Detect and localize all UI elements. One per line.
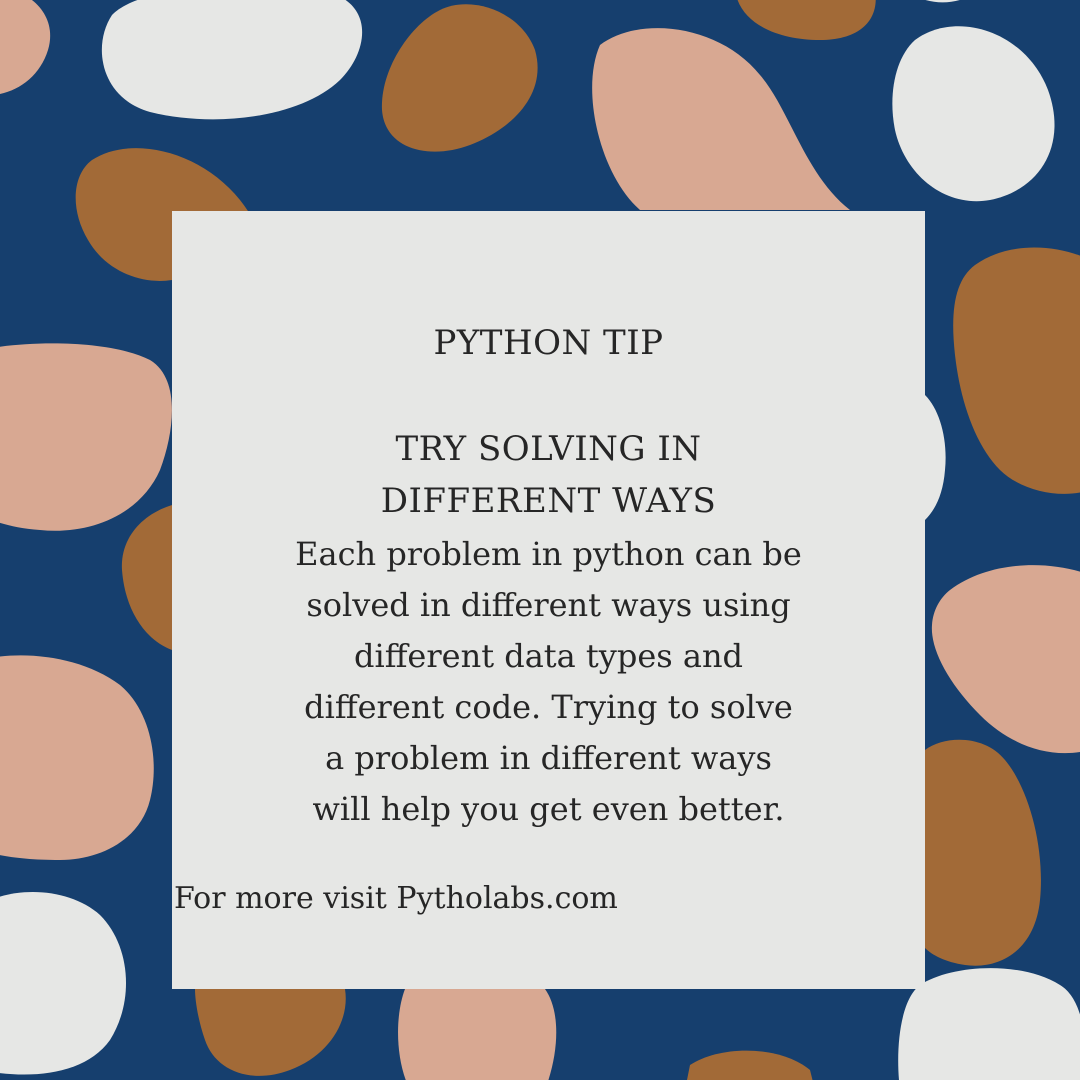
pebble-pink — [592, 28, 850, 210]
pebble-brown — [195, 989, 346, 1076]
pebble-brown — [381, 4, 538, 152]
tip-body-line: Each problem in python can be — [295, 535, 802, 573]
tip-title: TRY SOLVING IN DIFFERENT WAYS — [172, 423, 925, 527]
pebble-pink — [0, 343, 172, 531]
tip-label: PYTHON TIP — [433, 323, 664, 363]
pebble-brown — [953, 247, 1080, 494]
pebble-white — [892, 26, 1055, 202]
tip-body-line: solved in different ways using — [306, 586, 791, 624]
tip-body-line: different code. Trying to solve — [304, 688, 793, 726]
tip-body: Each problem in python can be solved in … — [232, 529, 865, 835]
tip-card: PYTHON TIP TRY SOLVING IN DIFFERENT WAYS… — [172, 211, 925, 989]
tip-title-line: DIFFERENT WAYS — [380, 481, 717, 521]
pebble-white — [925, 0, 960, 3]
pebble-pink — [931, 565, 1080, 753]
pebble-pink — [398, 989, 557, 1080]
pebble-pink — [0, 655, 154, 860]
pebble-white — [898, 968, 1080, 1080]
pebble-white — [925, 395, 946, 520]
pebble-white — [0, 892, 126, 1075]
footer-visit-text: For more visit Pytholabs.com — [174, 881, 618, 916]
tip-body-line: different data types and — [353, 637, 744, 675]
pebble-brown — [737, 0, 876, 40]
pebble-brown — [687, 1050, 813, 1080]
pebble-brown — [925, 739, 1041, 966]
pebble-brown — [121, 505, 172, 650]
tip-title-line: TRY SOLVING IN — [395, 429, 702, 469]
tip-body-line: will help you get even better. — [312, 790, 785, 828]
pebble-white — [101, 0, 363, 120]
tip-body-line: a problem in different ways — [325, 739, 772, 777]
pebble-pink — [0, 0, 50, 94]
